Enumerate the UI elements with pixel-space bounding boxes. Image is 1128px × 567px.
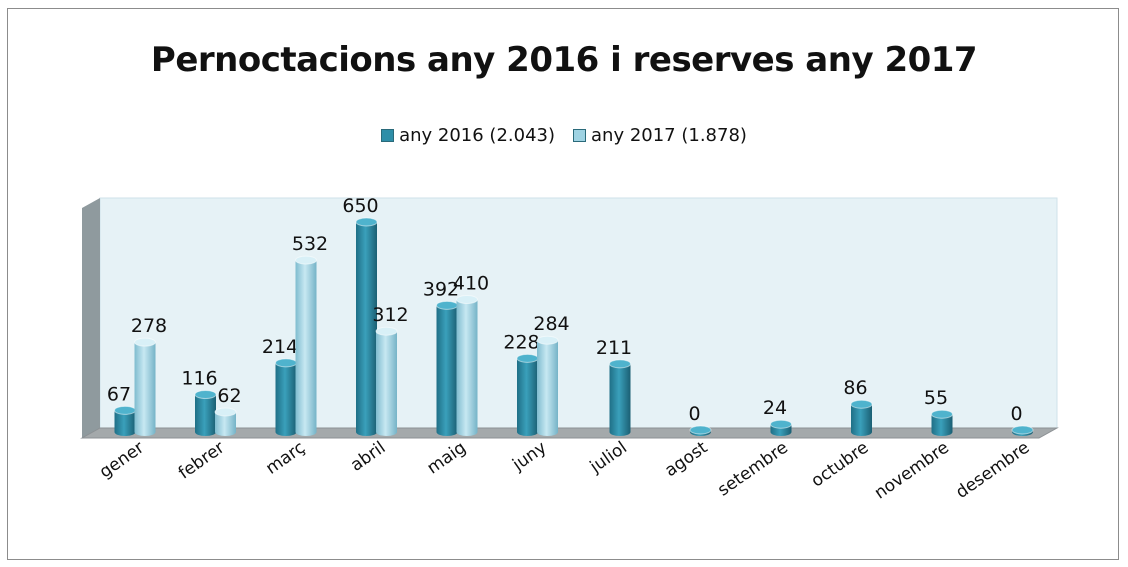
- bar-2016-abril-top: [355, 217, 378, 227]
- bar-2016-octubre-top: [850, 399, 873, 409]
- bar-2016-març-top: [275, 358, 297, 368]
- data-label-2017-març: 532: [292, 233, 328, 255]
- bar-2016-juliol-base: [609, 428, 631, 436]
- category-label-abril: abril: [347, 438, 389, 476]
- bar-2016-maig: [436, 305, 458, 432]
- category-label-novembre: novembre: [871, 438, 953, 504]
- bar-2016-gener-top: [114, 405, 136, 415]
- bar-2017-gener: [134, 342, 156, 432]
- bar-2016-març: [275, 362, 297, 432]
- data-label-2016-juliol: 211: [596, 337, 632, 359]
- bar-2017-abril-base: [376, 428, 397, 436]
- bar-2017-juny-top: [536, 335, 559, 345]
- legend-label-2017: any 2017 (1.878): [591, 125, 747, 146]
- category-label-maig: maig: [424, 438, 470, 479]
- data-label-2017-juny: 284: [533, 313, 569, 335]
- bar-2017-març: [295, 260, 317, 432]
- bar-2016-març-base: [275, 428, 297, 436]
- data-label-2016-març: 214: [262, 336, 298, 358]
- category-label-març: març: [262, 438, 309, 479]
- legend-label-2016: any 2016 (2.043): [399, 125, 555, 146]
- data-label-2016-desembre: 0: [1010, 403, 1022, 425]
- data-label-2016-febrer: 116: [181, 368, 217, 390]
- bar-2016-febrer-top: [194, 390, 217, 400]
- chart-floor: [80, 427, 1059, 439]
- bar-2017-juny-base: [537, 428, 558, 436]
- bar-2016-juny-top: [516, 353, 539, 363]
- legend-item-2017: any 2017 (1.878): [573, 125, 747, 146]
- bar-2017-març-top: [295, 255, 317, 265]
- data-label-2017-maig: 410: [453, 273, 489, 295]
- bar-2017-gener-base: [134, 428, 156, 436]
- chart-title: Pernoctacions any 2016 i reserves any 20…: [150, 40, 978, 80]
- data-label-2016-gener: 67: [107, 383, 131, 405]
- bar-2016-octubre-base: [851, 428, 872, 436]
- bar-2017-febrer-base: [215, 428, 236, 436]
- data-label-2016-juny: 228: [503, 331, 539, 353]
- data-label-2016-setembre: 24: [763, 397, 787, 419]
- data-label-2017-abril: 312: [372, 304, 408, 326]
- bar-2017-febrer-top: [214, 407, 237, 417]
- data-label-2016-octubre: 86: [843, 377, 867, 399]
- bar-2016-febrer: [195, 394, 216, 432]
- bar-2017-abril: [376, 331, 397, 432]
- legend-swatch-2016: [381, 129, 395, 142]
- bar-2017-juny: [537, 340, 558, 432]
- bar-2017-abril-top: [375, 326, 398, 336]
- legend-swatch-2017: [573, 129, 586, 142]
- chart-legend: any 2016 (2.043) any 2017 (1.878): [0, 125, 1128, 146]
- bar-2016-juliol: [609, 363, 631, 432]
- bar-2017-gener-top: [134, 337, 156, 347]
- bar-2016-setembre-top: [770, 419, 792, 429]
- bar-2016-juny-base: [517, 428, 538, 436]
- chart-side-wall: [82, 198, 100, 438]
- bar-2016-maig-base: [436, 428, 458, 436]
- data-label-2016-agost: 0: [688, 403, 700, 425]
- category-label-juny: juny: [508, 438, 550, 476]
- data-label-2016-abril: 650: [342, 195, 378, 217]
- category-label-setembre: setembre: [714, 438, 792, 501]
- bar-2016-octubre: [851, 404, 872, 432]
- category-label-juliol: juliol: [586, 438, 631, 478]
- chart-back-wall: [99, 197, 1058, 429]
- bar-2016-juny: [517, 358, 538, 432]
- bar-2016-abril: [356, 222, 377, 432]
- bar-2016-abril-base: [356, 428, 377, 436]
- bar-2016-setembre-base: [770, 428, 792, 436]
- bar-2017-febrer: [215, 411, 236, 432]
- bar-2017-maig: [456, 299, 478, 432]
- category-label-octubre: octubre: [808, 438, 873, 492]
- category-label-febrer: febrer: [175, 438, 229, 484]
- bar-2016-novembre-top: [931, 409, 953, 419]
- bar-2016-juliol-top: [609, 359, 631, 369]
- bar-2016-agost-top: [689, 425, 712, 435]
- bar-2016-novembre-base: [931, 428, 953, 436]
- bar-2016-gener: [114, 410, 136, 432]
- data-label-2016-maig: 392: [423, 278, 459, 300]
- bar-2017-maig-base: [456, 428, 478, 436]
- bar-2017-maig-top: [456, 295, 478, 305]
- bar-2016-maig-top: [436, 300, 458, 310]
- data-label-2016-novembre: 55: [924, 387, 948, 409]
- bar-2016-febrer-base: [195, 428, 216, 436]
- category-label-gener: gener: [96, 438, 148, 483]
- bar-2016-desembre-top: [1011, 425, 1034, 435]
- category-label-desembre: desembre: [952, 438, 1033, 503]
- data-label-2017-febrer: 62: [217, 385, 241, 407]
- data-label-2017-gener: 278: [131, 315, 167, 337]
- category-label-agost: agost: [661, 438, 711, 482]
- bar-2017-març-base: [295, 428, 317, 436]
- legend-item-2016: any 2016 (2.043): [381, 125, 555, 146]
- bar-2016-gener-base: [114, 428, 136, 436]
- bar-2016-novembre: [931, 414, 953, 432]
